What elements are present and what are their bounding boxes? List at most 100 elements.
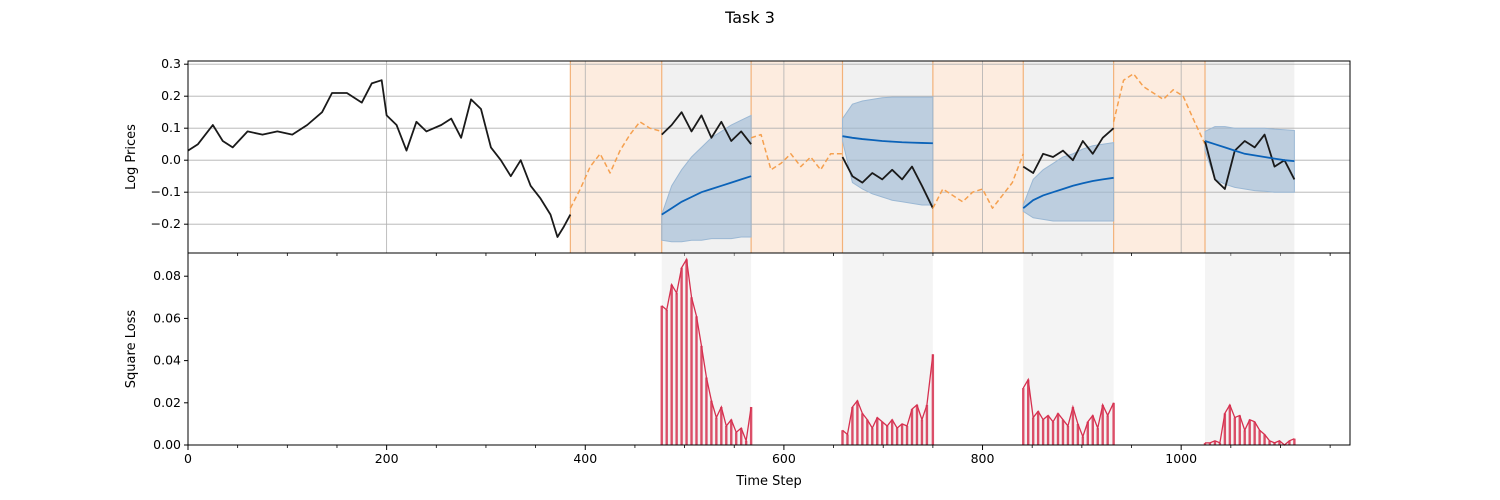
loss-bar [710, 400, 713, 445]
loss-bar [715, 417, 718, 445]
loss-bar [866, 419, 869, 445]
actual-price-line [1204, 133, 1296, 190]
loss-bar [675, 293, 678, 445]
loss-bar [744, 440, 748, 445]
loss-bar [890, 419, 894, 445]
loss-bar [1243, 430, 1246, 445]
loss-bar [700, 345, 703, 445]
loss-bar [1263, 434, 1266, 445]
loss-bar [1273, 442, 1276, 445]
loss-bar [1046, 415, 1050, 445]
forecast-mean-line [1204, 140, 1295, 163]
loss-bar [660, 305, 663, 445]
loss-bar [720, 407, 723, 445]
loss-bar [749, 407, 753, 445]
loss-bar [1101, 404, 1104, 445]
y-tick-label: 0.1 [161, 120, 181, 135]
forecast-interval-band [841, 96, 934, 206]
loss-bar [905, 426, 909, 445]
context-window [751, 61, 843, 253]
x-tick-label: 400 [573, 451, 597, 466]
square-loss-y-label: Square Loss [124, 310, 139, 389]
figure-title: Task 3 [724, 8, 775, 27]
loss-bar [1096, 428, 1099, 445]
loss-bar [680, 267, 683, 445]
loss-line [1204, 403, 1295, 446]
x-tick-label: 1000 [1165, 451, 1197, 466]
loss-bar [1208, 442, 1212, 445]
loss-bar [841, 430, 844, 445]
x-tick-label: 600 [772, 451, 796, 466]
loss-line [842, 354, 934, 436]
loss-bar [895, 428, 899, 445]
loss-bar [739, 428, 743, 445]
loss-bar [1293, 438, 1296, 445]
context-window [1113, 61, 1205, 253]
loss-bar [1248, 419, 1251, 445]
loss-bar [1238, 415, 1241, 445]
loss-bar [1031, 417, 1035, 445]
square-loss-panel: 0.00 0.02 0.04 0.06 0.08 0 200 400 600 800 1000 [153, 252, 1351, 466]
loss-bar [1022, 388, 1025, 445]
forecast-interval-band [661, 114, 752, 243]
y-tick-label: 0.0 [161, 152, 181, 167]
context-price-line [750, 133, 843, 171]
loss-bar [876, 417, 879, 445]
loss-bar [915, 404, 919, 445]
x-tick-label: 800 [971, 451, 995, 466]
context-price-line [932, 153, 1024, 209]
loss-bar [1027, 379, 1030, 445]
loss-bar [856, 400, 859, 445]
loss-bar [1061, 419, 1065, 445]
loss-bar [1051, 421, 1055, 445]
forecast-window [842, 253, 933, 445]
log-prices-y-label: Log Prices [124, 124, 139, 190]
loss-bar [1218, 442, 1222, 445]
loss-bar [1041, 419, 1045, 445]
loss-bar [1081, 436, 1085, 445]
loss-bar [1278, 440, 1281, 445]
loss-bar [1258, 430, 1261, 445]
loss-bar [665, 309, 668, 445]
loss-bar [861, 413, 864, 445]
y-tick-label: 0.06 [153, 310, 181, 325]
loss-bar [1056, 413, 1060, 445]
loss-bar [1213, 440, 1217, 445]
loss-bar [1253, 421, 1256, 445]
y-tick-label: 0.02 [153, 395, 181, 410]
loss-bar [1066, 426, 1070, 445]
y-tick-label: −0.2 [151, 216, 181, 231]
x-tick-label: 200 [375, 451, 399, 466]
loss-bar [730, 419, 733, 445]
loss-bar [910, 409, 914, 445]
loss-bar [1268, 440, 1271, 445]
loss-bar [1228, 404, 1232, 445]
loss-bar [1036, 411, 1040, 445]
loss-bar [846, 434, 849, 445]
square-loss-frame [187, 252, 1351, 446]
log-prices-panel: −0.2 −0.1 0.0 0.1 0.2 0.3 [151, 56, 1351, 256]
y-tick-label: −0.1 [151, 184, 181, 199]
actual-price-line [841, 156, 934, 209]
x-tick-label: 0 [184, 451, 192, 466]
loss-bar [695, 316, 698, 445]
loss-bar [685, 259, 688, 445]
loss-bar [670, 284, 673, 445]
context-price-line [569, 121, 662, 209]
loss-bar [1112, 402, 1115, 445]
forecast-mean-line [661, 175, 752, 216]
loss-bar [885, 426, 889, 445]
loss-bar [925, 404, 929, 445]
loss-bar [1223, 413, 1227, 445]
y-tick-label: 0.2 [161, 88, 181, 103]
loss-bar [1106, 415, 1109, 445]
loss-bar [931, 354, 935, 445]
loss-bar [725, 426, 728, 445]
loss-line [1022, 377, 1115, 439]
forecast-window [1204, 253, 1295, 445]
loss-bar [1203, 442, 1207, 445]
loss-bar [1076, 423, 1080, 445]
loss-bar [881, 421, 884, 445]
